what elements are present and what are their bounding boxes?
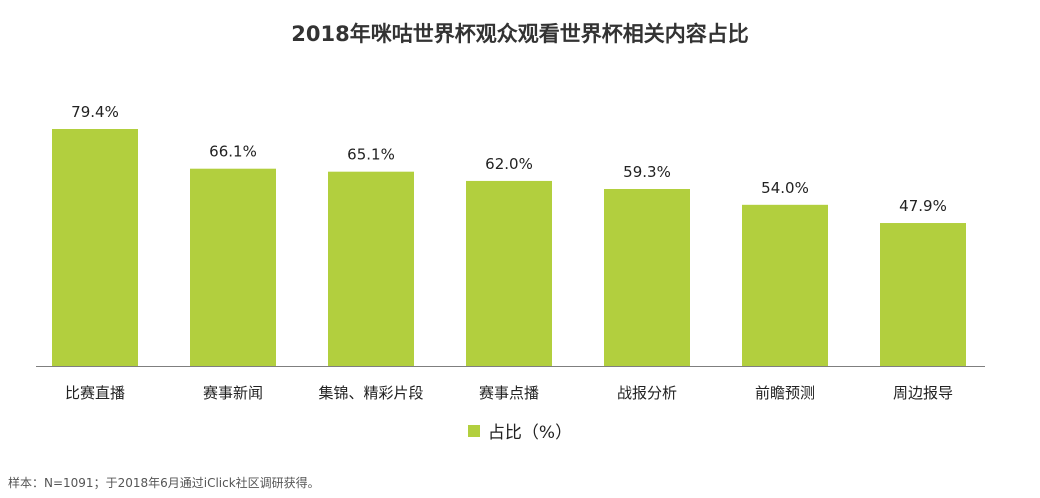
bar-5 <box>604 188 690 366</box>
value-label-1: 79.4% <box>71 103 119 121</box>
category-label-1: 比赛直播 <box>65 384 125 402</box>
bar-6 <box>742 204 828 366</box>
legend: 占比（%） <box>0 418 1040 443</box>
value-label-3: 65.1% <box>347 146 395 164</box>
bar-4 <box>466 180 552 366</box>
bar-2 <box>190 168 276 366</box>
value-label-2: 66.1% <box>209 143 257 161</box>
value-label-4: 62.0% <box>485 155 533 173</box>
category-labels-group: 比赛直播 赛事新闻 集锦、精彩片段 赛事点播 战报分析 前瞻预测 周边报导 <box>65 384 953 402</box>
value-labels-group: 79.4% 66.1% 65.1% 62.0% 59.3% 54.0% 47.9% <box>71 103 947 215</box>
value-label-7: 47.9% <box>899 197 947 215</box>
bars-group <box>52 129 966 366</box>
category-label-2: 赛事新闻 <box>203 384 263 402</box>
category-label-5: 战报分析 <box>617 384 677 402</box>
value-label-5: 59.3% <box>623 163 671 181</box>
legend-label: 占比（%） <box>487 423 573 443</box>
bar-1 <box>52 129 138 366</box>
legend-swatch <box>467 424 480 437</box>
category-label-4: 赛事点播 <box>479 384 539 402</box>
source-note: 样本：N=1091；于2018年6月通过iClick社区调研获得。 <box>8 476 320 490</box>
category-label-6: 前瞻预测 <box>755 384 815 402</box>
bar-3 <box>328 171 414 366</box>
bar-7 <box>880 223 966 366</box>
category-label-3: 集锦、精彩片段 <box>318 384 423 402</box>
chart-title: 2018年咪咕世界杯观众观看世界杯相关内容占比 <box>291 22 749 46</box>
category-label-7: 周边报导 <box>893 384 953 402</box>
value-label-6: 54.0% <box>761 179 809 197</box>
